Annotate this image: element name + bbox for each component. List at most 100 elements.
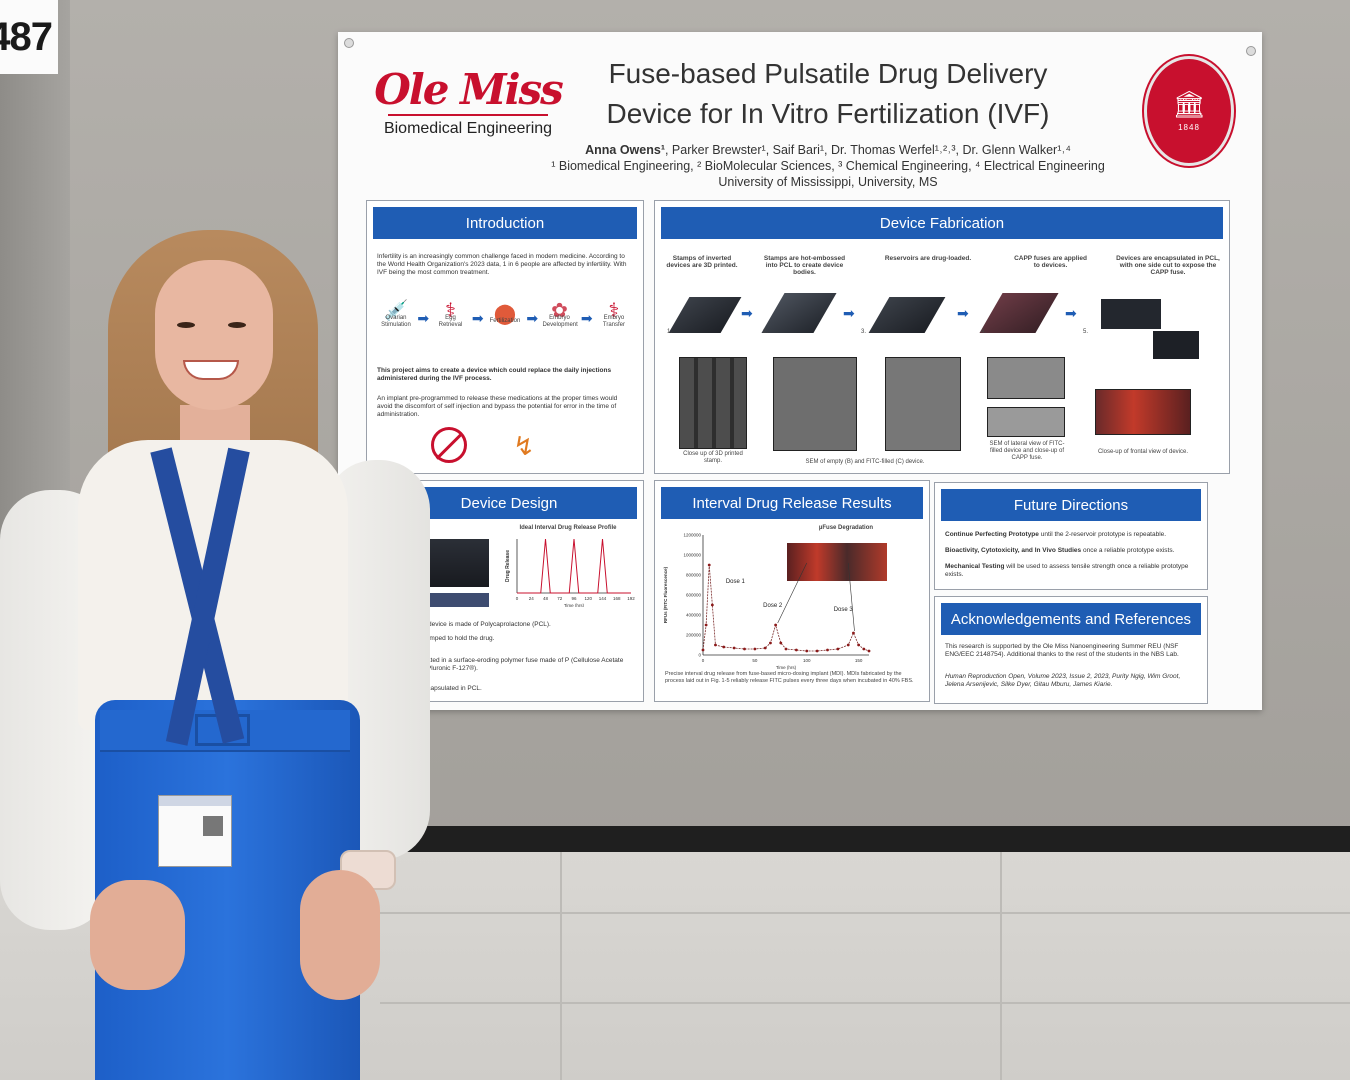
- intro-paragraph-3: An implant pre-programmed to release the…: [377, 395, 618, 418]
- x-tick-label: 96: [571, 596, 577, 601]
- title-line-2: Device for In Vitro Fertilization (IVF): [606, 98, 1050, 129]
- section-release-results: Interval Drug Release Results µFuse Degr…: [654, 480, 930, 702]
- step-number: 1.: [667, 329, 673, 335]
- data-point: [722, 645, 726, 649]
- fab-step-3: Reservoirs are drug-loaded.: [884, 255, 972, 262]
- step-number: 3.: [861, 329, 867, 335]
- ivf-process-diagram: 💉 Ovarian Stimulation ➡ ⚕ Egg Retrieval ➡ …: [379, 293, 631, 343]
- ole-miss-logo: Ole Miss Biomedical Engineering: [368, 68, 568, 138]
- release-series-line: [702, 564, 870, 652]
- fuse-degradation-image: [787, 543, 887, 581]
- face: [155, 260, 273, 410]
- arrow-right-icon: ➡: [417, 309, 430, 326]
- logo-underline: [388, 114, 548, 116]
- results-heading: Interval Drug Release Results: [661, 487, 923, 519]
- co-authors: , Parker Brewster¹, Saif Bari¹, Dr. Thom…: [664, 143, 1071, 157]
- floor-seam: [380, 1002, 1350, 1004]
- profile-title: Ideal Interval Drug Release Profile: [519, 525, 617, 531]
- x-tick-label: 0: [516, 596, 519, 601]
- arrow-right-icon: ➡: [957, 305, 969, 321]
- acknowledgements-text: This research is supported by the Ole Mi…: [945, 643, 1179, 658]
- encapsulated-device-render: [1153, 331, 1199, 359]
- arrow-right-icon: ➡: [843, 305, 855, 321]
- presenter: [0, 230, 440, 1080]
- university: University of Mississippi, University, M…: [718, 175, 938, 189]
- y-axis-label: Drug Release: [505, 550, 511, 582]
- micrograph-a: [679, 357, 747, 449]
- data-point: [763, 646, 767, 650]
- logo-subtitle: Biomedical Engineering: [383, 120, 553, 137]
- micrograph-b: [773, 357, 857, 451]
- step-number: 2.: [763, 329, 769, 335]
- y-tick-label: 0: [698, 653, 701, 658]
- x-tick-label: 120: [584, 596, 592, 601]
- seal-year: 1848: [1178, 122, 1200, 132]
- ivf-step: ⚕ Egg Retrieval: [438, 299, 463, 328]
- y-tick-label: 1000000: [683, 553, 701, 558]
- arrow-right-icon: ➡: [526, 309, 539, 326]
- fabrication-steps: Stamps of inverted devices are 3D printe…: [663, 255, 1223, 276]
- dose-1-label: Dose 1: [726, 579, 746, 585]
- ivf-step: ✿ Embryo Development: [542, 299, 578, 328]
- fab-step-5: Devices are encapsulated in PCL, with on…: [1116, 255, 1220, 276]
- micrograph-d-bottom: [987, 407, 1065, 437]
- research-poster: Ole Miss Biomedical Engineering Fuse-bas…: [338, 32, 1262, 710]
- future-item-3: Mechanical Testing will be used to asses…: [945, 563, 1189, 578]
- step-number: 5.: [1083, 329, 1089, 335]
- neck: [180, 405, 250, 445]
- future-item-1: Continue Perfecting Prototype until the …: [945, 531, 1167, 538]
- fab-step-1: Stamps of inverted devices are 3D printe…: [666, 255, 738, 269]
- qr-code-icon: [203, 816, 223, 836]
- y-axis-label: RFUs (FITC Fluorescence): [663, 566, 668, 623]
- y-tick-label: 400000: [686, 613, 702, 618]
- dose-3-label: Dose 3: [834, 607, 854, 613]
- step-number: 4.: [981, 329, 987, 335]
- section-device-fabrication: Device Fabrication Stamps of inverted de…: [654, 200, 1230, 474]
- micrograph-e: [1095, 389, 1191, 435]
- x-tick-label: 48: [543, 596, 549, 601]
- x-tick-label: 50: [752, 658, 758, 663]
- fabrication-heading: Device Fabrication: [661, 207, 1223, 239]
- data-point: [701, 648, 705, 652]
- x-tick-label: 168: [613, 596, 621, 601]
- poster-title: Fuse-based Pulsatile Drug Delivery Devic…: [568, 54, 1088, 134]
- data-point: [779, 641, 783, 645]
- data-point: [753, 647, 757, 651]
- eye: [177, 322, 195, 328]
- arrow-right-icon: ➡: [471, 309, 484, 326]
- data-point: [836, 647, 840, 651]
- name-badge: [158, 795, 232, 867]
- y-tick-label: 800000: [686, 573, 702, 578]
- ideal-release-chart: 0 24 48 72 96 120 144 168 192 Time (hrs) Drug Rele…: [505, 538, 635, 607]
- results-caption: Precise interval drug release from fuse-…: [665, 671, 914, 684]
- data-point: [826, 648, 829, 652]
- university-seal: 🏛 1848: [1144, 56, 1234, 166]
- x-tick-label: 144: [599, 596, 607, 601]
- caption-a: Close up of 3D printed stamp.: [683, 451, 743, 464]
- booth-number-card: 487: [0, 0, 58, 74]
- ivf-step: ⚕ Embryo Transfer: [602, 299, 625, 328]
- fab-step-2: Stamps are hot-embossed into PCL to crea…: [763, 255, 846, 276]
- caption-d: SEM of lateral view of FITC-filled devic…: [989, 441, 1065, 461]
- arrow-right-icon: ➡: [741, 305, 753, 321]
- acknowledgements-heading: Acknowledgements and References: [941, 603, 1201, 635]
- right-hand: [300, 870, 380, 1000]
- data-point: [857, 643, 861, 647]
- future-heading: Future Directions: [941, 489, 1201, 521]
- section-introduction: Introduction Infertility is an increasin…: [366, 200, 644, 474]
- data-point: [852, 631, 855, 635]
- x-tick-label: 72: [557, 596, 563, 601]
- micrograph-d-top: [987, 357, 1065, 399]
- first-author: Anna Owens¹: [585, 143, 665, 157]
- x-axis-label: Time (hrs): [776, 665, 797, 670]
- design-bullet-2: servoirs are stamped to hold the drug.: [385, 635, 495, 642]
- no-injection-icon: [431, 427, 467, 463]
- arrow-right-icon: ➡: [580, 309, 593, 326]
- data-point: [805, 649, 809, 653]
- capp-fuse-render: [979, 293, 1059, 333]
- logo-wordmark: Ole Miss: [374, 65, 564, 114]
- ivf-step: ⬤ Fertilization: [489, 303, 521, 325]
- columns-icon: 🏛: [1172, 88, 1206, 119]
- data-point: [846, 643, 850, 647]
- pushpin-icon: [344, 38, 354, 48]
